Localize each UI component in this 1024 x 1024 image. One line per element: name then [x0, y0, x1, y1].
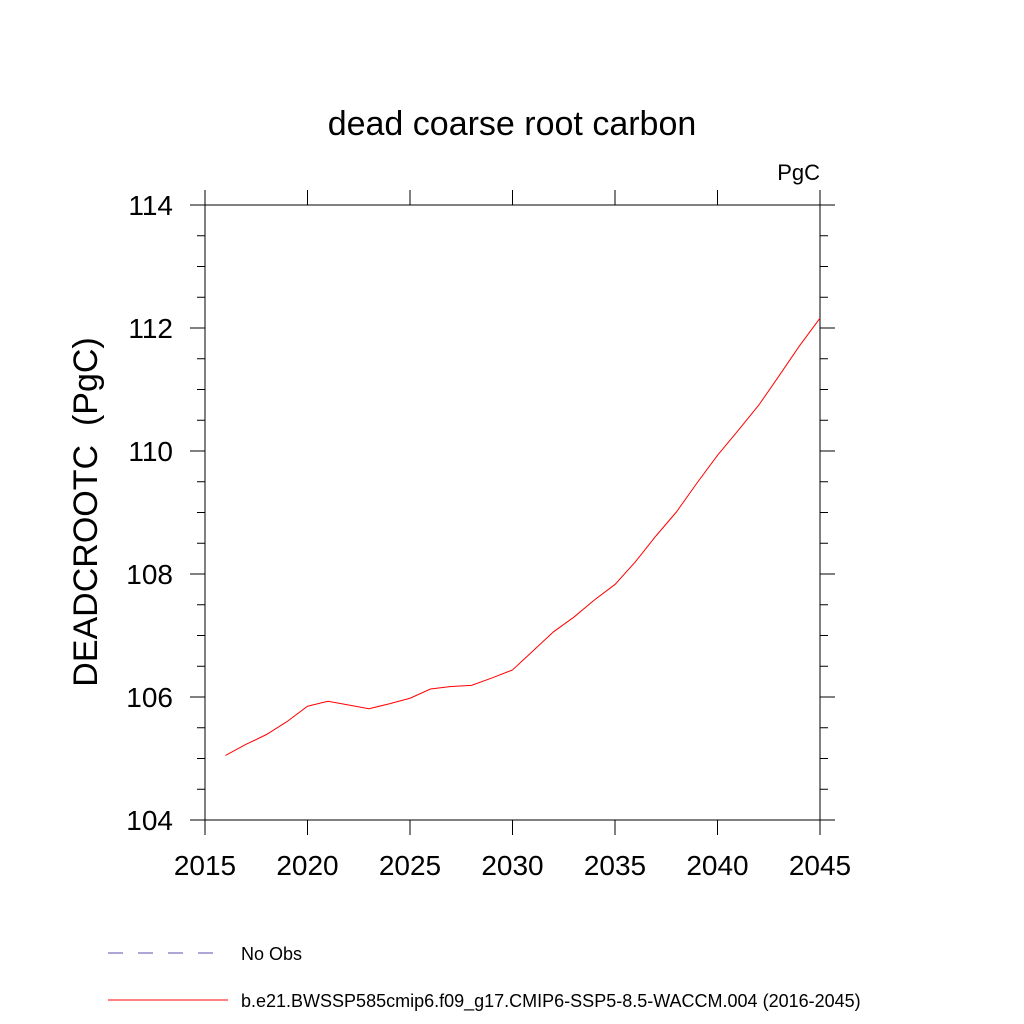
- x-tick-label: 2025: [379, 850, 441, 881]
- x-tick-label: 2040: [686, 850, 748, 881]
- y-tick-label: 112: [128, 313, 173, 344]
- chart-title: dead coarse root carbon: [328, 105, 697, 143]
- y-tick-label: 104: [126, 805, 173, 836]
- x-tick-label: 2045: [789, 850, 851, 881]
- y-tick-labels: 104 106 108 110 112 114: [126, 190, 173, 836]
- series-layer: [226, 318, 821, 755]
- x-tick-label: 2020: [276, 850, 338, 881]
- units-label: PgC: [777, 160, 820, 185]
- minor-ticks: [197, 236, 828, 790]
- y-tick-label: 114: [128, 190, 173, 221]
- y-tick-label: 110: [128, 436, 173, 467]
- legend-label-model: b.e21.BWSSP585cmip6.f09_g17.CMIP6-SSP5-8…: [241, 991, 861, 1012]
- y-tick-label: 106: [126, 682, 173, 713]
- x-tick-label: 2030: [481, 850, 543, 881]
- y-axis-label: DEADCROOTC (PgC): [67, 337, 105, 686]
- plot-border: [205, 205, 820, 820]
- legend-label-no-obs: No Obs: [241, 944, 302, 964]
- x-tick-label: 2015: [174, 850, 236, 881]
- series-line: [226, 318, 821, 755]
- x-tick-labels: 2015 2020 2025 2030 2035 2040 2045: [174, 850, 851, 881]
- x-tick-label: 2035: [584, 850, 646, 881]
- major-ticks: [190, 190, 835, 835]
- legend: No Obs b.e21.BWSSP585cmip6.f09_g17.CMIP6…: [108, 944, 861, 1012]
- plot-frame: [205, 205, 820, 820]
- chart: dead coarse root carbon PgC DEADCROOTC (…: [0, 0, 1024, 1024]
- y-tick-label: 108: [126, 559, 173, 590]
